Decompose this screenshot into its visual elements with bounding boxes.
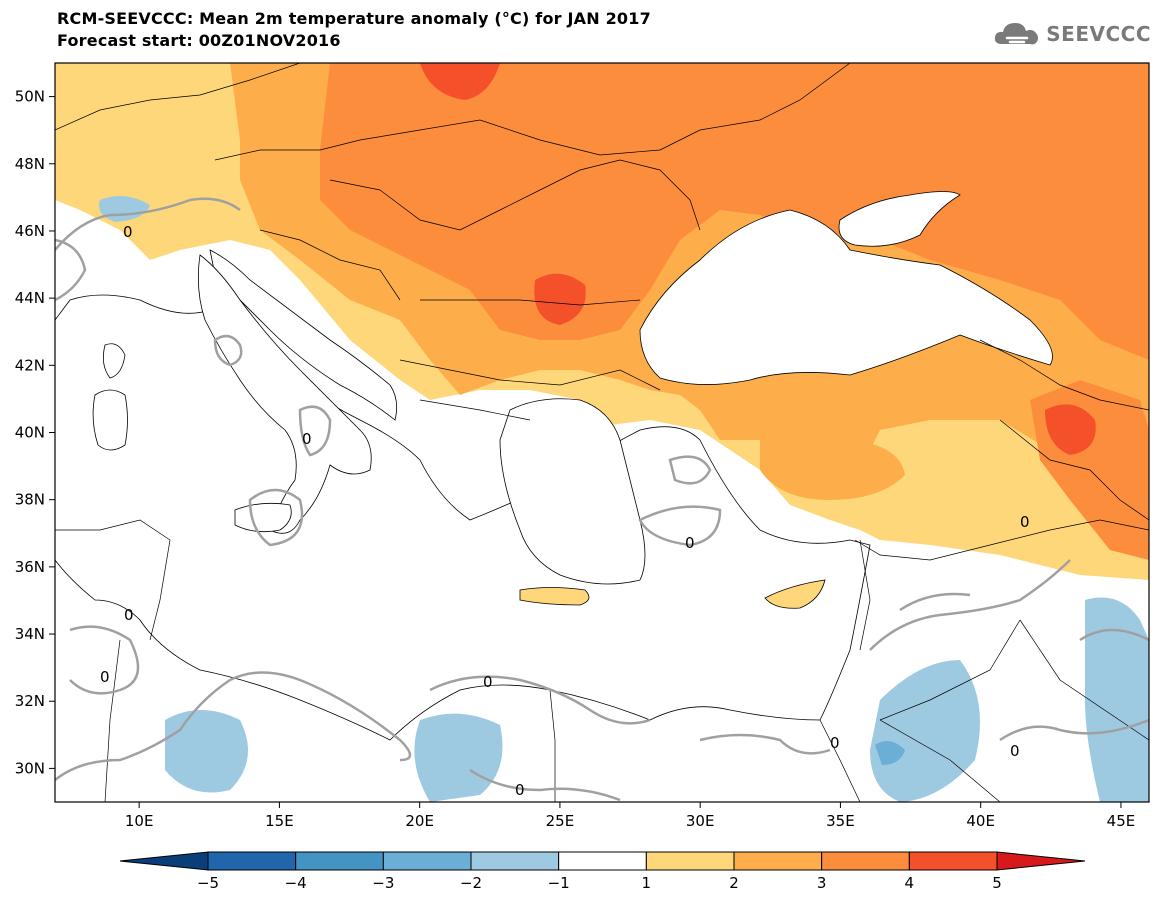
contour-label: 0 bbox=[123, 223, 133, 241]
italy-landmass bbox=[197, 254, 372, 534]
contour-label: 0 bbox=[830, 734, 840, 752]
colorbar-tick-label: −2 bbox=[460, 874, 482, 892]
colorbar-tick-label: −5 bbox=[197, 874, 219, 892]
map-subtitle: Forecast start: 00Z01NOV2016 bbox=[57, 31, 341, 50]
contour-label: 0 bbox=[515, 781, 525, 799]
colorbar-swatch bbox=[821, 851, 910, 871]
aegean-sea bbox=[499, 398, 646, 585]
country-borders bbox=[55, 63, 1149, 802]
zero-contours bbox=[55, 197, 1149, 802]
crete bbox=[519, 587, 590, 606]
lat-tick-label: 36N bbox=[15, 558, 45, 576]
colorbar-tick-label: 5 bbox=[992, 874, 1002, 892]
contour-label: 0 bbox=[124, 606, 134, 624]
lat-tick-label: 46N bbox=[15, 222, 45, 240]
zero-contour-labels: 0 0 0 0 0 0 0 0 0 0 bbox=[100, 223, 1030, 799]
contour-label: 0 bbox=[302, 430, 312, 448]
colorbar-swatch bbox=[908, 851, 998, 871]
colorbar-extend-high bbox=[996, 851, 1086, 871]
longitude-axis: 10E 15E 20E 25E 30E 35E 40E 45E bbox=[125, 802, 1135, 830]
lat-tick-label: 32N bbox=[15, 692, 45, 710]
anomaly-region-neg-arabia-core bbox=[875, 741, 905, 765]
logo-text: SEEVCCC bbox=[1046, 22, 1151, 46]
seevccc-logo: SEEVCCC bbox=[992, 18, 1151, 50]
anomaly-region-4to5-north bbox=[420, 63, 500, 100]
lon-tick-label: 30E bbox=[686, 812, 715, 830]
colorbar-tick-label: 4 bbox=[905, 874, 915, 892]
lon-tick-label: 40E bbox=[966, 812, 995, 830]
sea-of-azov bbox=[838, 191, 961, 247]
lat-tick-label: 30N bbox=[15, 759, 45, 777]
colorbar-swatch bbox=[733, 851, 823, 871]
colorbar-swatch bbox=[645, 851, 735, 871]
cloud-icon bbox=[995, 23, 1039, 45]
anomaly-region-4to5-caucasus bbox=[1045, 404, 1096, 455]
contour-label: 0 bbox=[483, 673, 493, 691]
lat-tick-label: 38N bbox=[15, 491, 45, 509]
contour-label: 0 bbox=[1020, 513, 1030, 531]
lon-tick-label: 10E bbox=[125, 812, 154, 830]
lon-tick-label: 45E bbox=[1107, 812, 1136, 830]
corsica bbox=[102, 343, 126, 379]
anomaly-region-4to5-romania bbox=[534, 273, 586, 325]
colorbar-tick-label: −4 bbox=[285, 874, 307, 892]
lon-tick-label: 20E bbox=[405, 812, 434, 830]
black-sea bbox=[639, 209, 1053, 385]
sardinia bbox=[92, 389, 128, 451]
contour-label: 0 bbox=[100, 668, 110, 686]
map-title: RCM-SEEVCCC: Mean 2m temperature anomaly… bbox=[57, 9, 651, 28]
lat-tick-label: 44N bbox=[15, 289, 45, 307]
lon-tick-label: 35E bbox=[826, 812, 855, 830]
sicily bbox=[234, 502, 292, 533]
colorbar-tick-label: 2 bbox=[729, 874, 739, 892]
colorbar-swatch bbox=[382, 851, 472, 871]
colorbar-swatch bbox=[470, 851, 560, 871]
contour-label: 0 bbox=[1010, 742, 1020, 760]
map-plot-area: 0 0 0 0 0 0 0 0 0 0 bbox=[55, 63, 1149, 802]
colorbar-tick-label: −3 bbox=[372, 874, 394, 892]
adriatic-sea bbox=[209, 249, 398, 421]
anomaly-region-3to4 bbox=[320, 63, 1149, 360]
lat-tick-label: 50N bbox=[15, 88, 45, 106]
lon-tick-label: 15E bbox=[265, 812, 294, 830]
colorbar-swatch bbox=[295, 851, 384, 871]
anomaly-region-neg-libya bbox=[165, 710, 248, 793]
latitude-axis: 50N 48N 46N 44N 42N 40N 38N 36N 34N 32N 30N bbox=[15, 88, 55, 777]
colorbar: −5 −4 −3 −2 −1 1 2 3 4 5 bbox=[119, 851, 1086, 892]
lat-tick-label: 40N bbox=[15, 424, 45, 442]
lon-tick-label: 25E bbox=[546, 812, 575, 830]
anomaly-region-turkey-2to3 bbox=[760, 432, 905, 500]
contour-label: 0 bbox=[685, 534, 695, 552]
cyprus bbox=[764, 579, 826, 609]
anomaly-region-neg-egypt bbox=[414, 713, 503, 802]
lat-tick-label: 42N bbox=[15, 356, 45, 374]
colorbar-tick-label: 1 bbox=[642, 874, 652, 892]
colorbar-tick-label: 3 bbox=[817, 874, 827, 892]
mediterranean-sea bbox=[55, 294, 871, 741]
anomaly-region-neg-arabia-east bbox=[1085, 597, 1149, 802]
colorbar-extend-low bbox=[119, 851, 209, 871]
lat-tick-label: 34N bbox=[15, 625, 45, 643]
colorbar-swatch bbox=[558, 851, 647, 871]
colorbar-tick-label: −1 bbox=[548, 874, 570, 892]
anomaly-region-neg-arabia bbox=[870, 660, 980, 802]
lat-tick-label: 48N bbox=[15, 155, 45, 173]
colorbar-swatch bbox=[207, 851, 297, 871]
